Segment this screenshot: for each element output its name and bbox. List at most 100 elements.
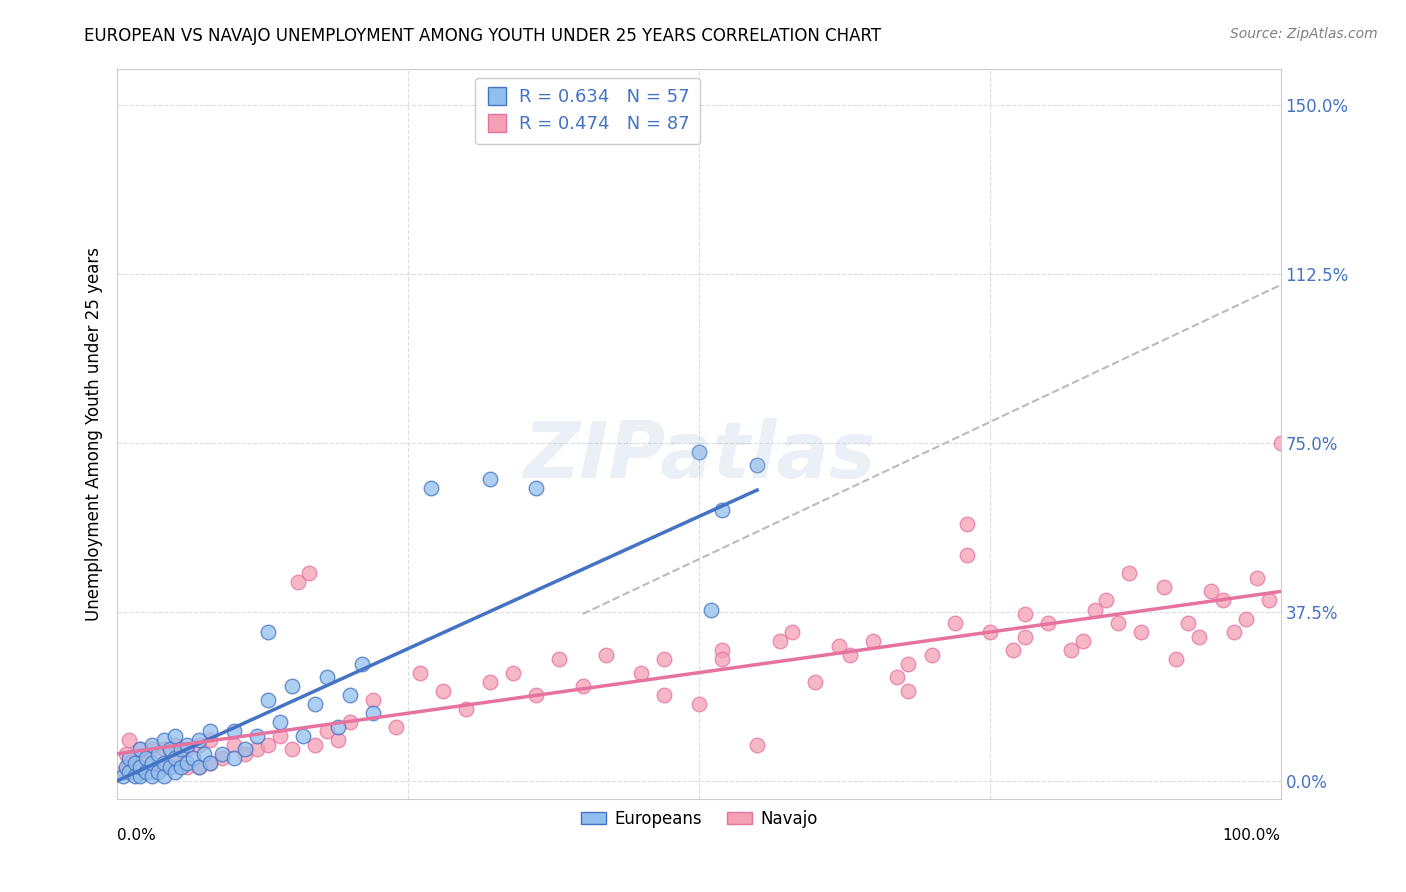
Point bbox=[257, 625, 280, 640]
Point bbox=[152, 756, 174, 770]
Point bbox=[688, 444, 710, 458]
Point bbox=[200, 756, 222, 770]
Point bbox=[304, 697, 326, 711]
Point bbox=[118, 756, 141, 770]
Point bbox=[780, 625, 803, 640]
Point bbox=[118, 733, 141, 747]
Point bbox=[280, 679, 302, 693]
Point bbox=[115, 760, 138, 774]
Point bbox=[409, 665, 432, 680]
Point bbox=[165, 756, 187, 770]
Point bbox=[135, 751, 157, 765]
Point bbox=[1153, 580, 1175, 594]
Y-axis label: Unemployment Among Youth under 25 years: Unemployment Among Youth under 25 years bbox=[86, 247, 103, 621]
Point bbox=[339, 715, 361, 730]
Point bbox=[1130, 625, 1153, 640]
Point bbox=[176, 742, 198, 756]
Point bbox=[129, 742, 152, 756]
Point bbox=[979, 625, 1001, 640]
Point bbox=[1199, 584, 1222, 599]
Point bbox=[328, 720, 350, 734]
Point bbox=[165, 738, 187, 752]
Point bbox=[233, 747, 256, 761]
Point bbox=[118, 764, 141, 779]
Point bbox=[361, 706, 384, 721]
Point bbox=[176, 760, 198, 774]
Point bbox=[304, 738, 326, 752]
Point bbox=[135, 756, 157, 770]
Point bbox=[159, 742, 181, 756]
Point bbox=[269, 729, 291, 743]
Point bbox=[129, 764, 152, 779]
Point bbox=[176, 756, 198, 770]
Point bbox=[1083, 602, 1105, 616]
Point bbox=[315, 724, 337, 739]
Point bbox=[141, 742, 163, 756]
Point bbox=[1002, 643, 1025, 657]
Point bbox=[1060, 643, 1083, 657]
Point bbox=[222, 751, 245, 765]
Point bbox=[1014, 630, 1036, 644]
Point bbox=[1258, 593, 1281, 607]
Point bbox=[152, 760, 174, 774]
Point bbox=[745, 738, 768, 752]
Point bbox=[1107, 615, 1129, 630]
Point bbox=[118, 751, 141, 765]
Point bbox=[246, 729, 269, 743]
Point bbox=[955, 549, 977, 563]
Point bbox=[456, 701, 478, 715]
Point bbox=[176, 738, 198, 752]
Point bbox=[420, 481, 443, 495]
Point bbox=[129, 760, 152, 774]
Point bbox=[886, 670, 908, 684]
Point bbox=[1212, 593, 1234, 607]
Point bbox=[152, 769, 174, 783]
Point bbox=[711, 503, 734, 517]
Point bbox=[129, 742, 152, 756]
Point bbox=[1071, 634, 1094, 648]
Point bbox=[165, 764, 187, 779]
Point bbox=[711, 643, 734, 657]
Point bbox=[315, 670, 337, 684]
Point bbox=[124, 756, 146, 770]
Point bbox=[146, 764, 169, 779]
Point bbox=[233, 742, 256, 756]
Point bbox=[478, 674, 501, 689]
Point bbox=[385, 720, 408, 734]
Point bbox=[152, 742, 174, 756]
Point bbox=[688, 697, 710, 711]
Point bbox=[1188, 630, 1211, 644]
Point bbox=[804, 674, 827, 689]
Point bbox=[124, 756, 146, 770]
Point bbox=[141, 756, 163, 770]
Point bbox=[187, 733, 209, 747]
Point bbox=[111, 769, 134, 783]
Point bbox=[141, 764, 163, 779]
Point bbox=[897, 657, 920, 671]
Point bbox=[187, 738, 209, 752]
Point bbox=[955, 516, 977, 531]
Point bbox=[524, 688, 547, 702]
Point bbox=[181, 751, 204, 765]
Point bbox=[124, 769, 146, 783]
Point bbox=[1246, 571, 1268, 585]
Point bbox=[111, 764, 134, 779]
Point bbox=[897, 683, 920, 698]
Point bbox=[193, 747, 215, 761]
Point bbox=[211, 751, 233, 765]
Point bbox=[548, 652, 571, 666]
Point bbox=[711, 652, 734, 666]
Point bbox=[1014, 607, 1036, 621]
Point bbox=[200, 724, 222, 739]
Point bbox=[298, 566, 321, 581]
Text: 0.0%: 0.0% bbox=[117, 828, 156, 843]
Text: Source: ZipAtlas.com: Source: ZipAtlas.com bbox=[1230, 27, 1378, 41]
Text: ZIPatlas: ZIPatlas bbox=[523, 417, 875, 493]
Point bbox=[246, 742, 269, 756]
Point bbox=[200, 756, 222, 770]
Text: 100.0%: 100.0% bbox=[1223, 828, 1281, 843]
Point bbox=[211, 747, 233, 761]
Point bbox=[361, 692, 384, 706]
Point bbox=[115, 747, 138, 761]
Point bbox=[269, 715, 291, 730]
